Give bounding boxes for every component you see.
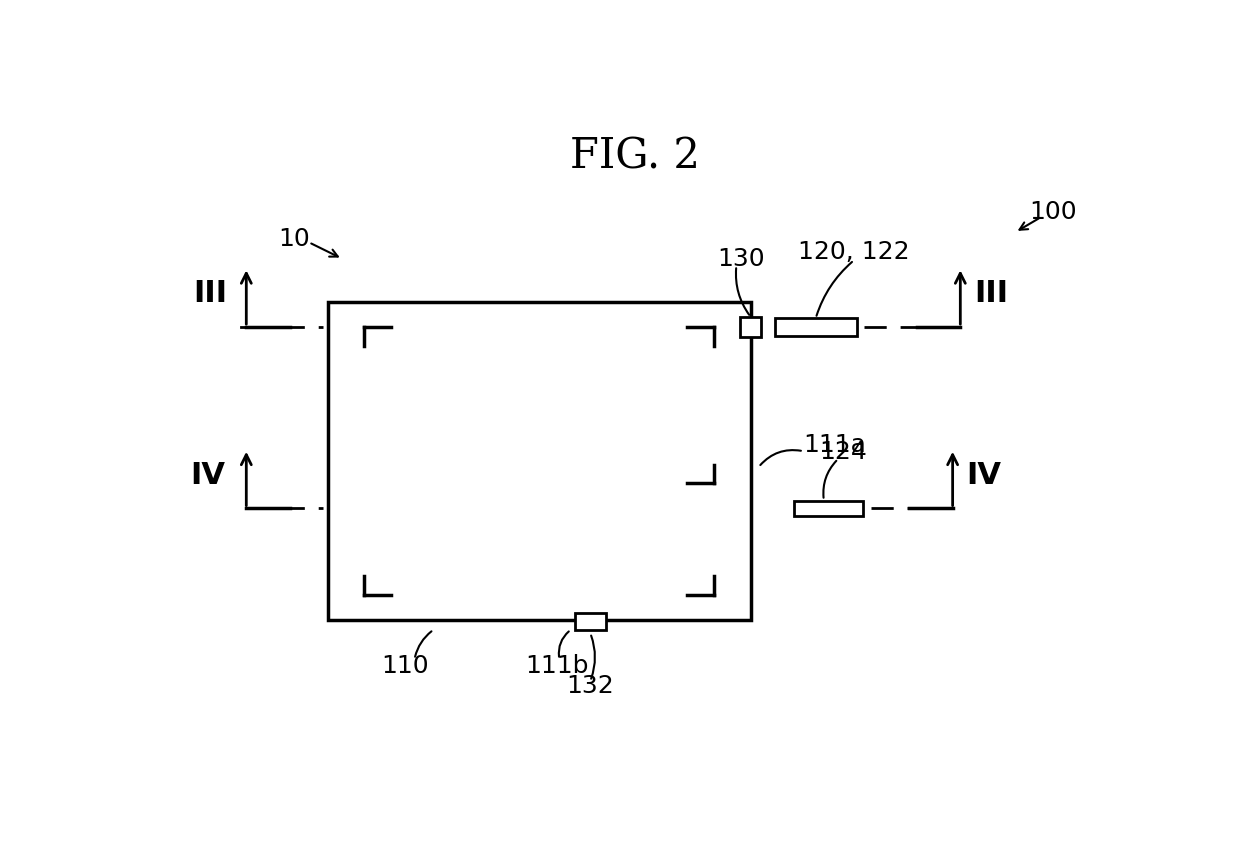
Text: III: III (973, 280, 1008, 309)
Bar (775, 318, 857, 335)
Text: 111b: 111b (525, 654, 588, 678)
Bar (740, 317, 761, 337)
Text: 120, 122: 120, 122 (799, 240, 910, 264)
Text: III: III (193, 280, 228, 309)
Text: IV: IV (966, 461, 1001, 490)
Text: 110: 110 (381, 654, 429, 678)
Text: 124: 124 (820, 440, 867, 464)
Text: 132: 132 (567, 674, 614, 698)
Bar (327, 302, 750, 620)
Text: 10: 10 (279, 227, 310, 251)
Bar (794, 501, 863, 516)
Text: FIG. 2: FIG. 2 (570, 135, 701, 177)
Text: 130: 130 (718, 247, 765, 271)
Bar (575, 613, 605, 630)
Text: 100: 100 (1029, 200, 1078, 224)
Text: 111a: 111a (804, 433, 867, 457)
Text: IV: IV (191, 461, 226, 490)
